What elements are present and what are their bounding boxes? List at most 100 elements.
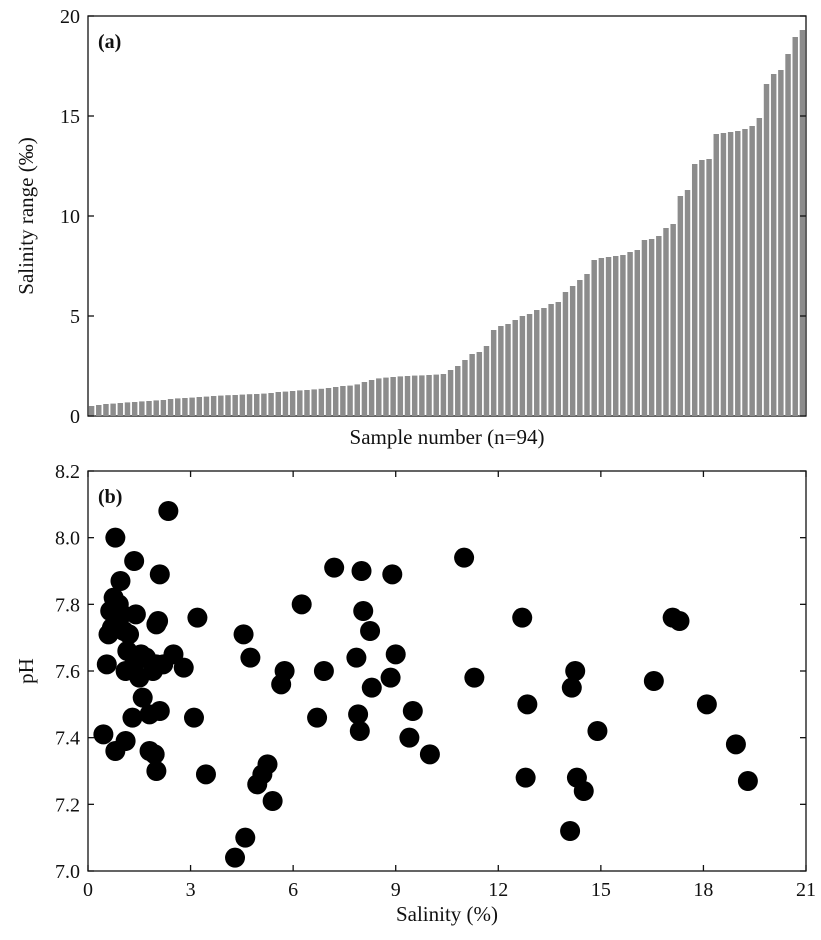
bar (792, 37, 798, 416)
data-point (112, 604, 133, 625)
bar (670, 224, 676, 416)
bar (512, 320, 518, 416)
bar (663, 228, 669, 416)
bar (218, 395, 224, 416)
x-tick-label: 0 (83, 879, 93, 901)
bar (210, 396, 217, 416)
panel-a-salinity-range-bar-chart: 0 5 10 15 20 (a) Sample number (n=94) Salini… (14, 6, 807, 449)
bar (153, 400, 159, 416)
bar (749, 126, 755, 416)
x-tick-label: 12 (488, 879, 508, 901)
data-point (361, 677, 382, 698)
data-point (561, 677, 582, 698)
bar (490, 330, 497, 416)
x-tick-label: 18 (693, 879, 713, 901)
bar (541, 308, 547, 416)
bar (239, 394, 246, 416)
y-tick-label: 20 (60, 6, 80, 28)
bar (548, 304, 554, 416)
bar (440, 374, 447, 416)
bar (634, 250, 640, 416)
bar (282, 391, 289, 416)
bar (275, 392, 281, 416)
bar (720, 133, 727, 416)
data-point (274, 661, 295, 681)
panel-a-y-axis: 0 5 10 15 20 (60, 6, 806, 428)
data-point (360, 621, 381, 641)
bar (160, 400, 167, 416)
y-tick-label: 15 (60, 106, 80, 128)
bar (778, 70, 784, 416)
bar (433, 374, 439, 416)
bar (785, 54, 791, 416)
bar (677, 196, 684, 416)
bar (498, 326, 504, 416)
data-point (385, 644, 406, 665)
bar (756, 118, 763, 416)
bar (311, 389, 317, 416)
data-point (587, 721, 608, 741)
data-point (669, 611, 690, 631)
data-point (124, 551, 145, 571)
bar (735, 131, 741, 416)
bar (569, 286, 576, 416)
data-point (324, 557, 345, 578)
panel-b-label: (b) (98, 486, 122, 508)
bar (268, 393, 274, 416)
bar (88, 406, 95, 416)
data-point (149, 564, 170, 585)
y-tick-label: 5 (70, 306, 80, 328)
bar (483, 346, 490, 416)
bar (254, 394, 260, 416)
data-point (125, 604, 146, 625)
x-tick-label: 9 (391, 879, 401, 901)
bar (469, 354, 475, 416)
bar (304, 390, 310, 416)
data-point (517, 694, 538, 715)
bar (699, 160, 705, 416)
data-point (512, 607, 533, 628)
data-point (257, 754, 278, 775)
data-point (380, 667, 401, 688)
bar (584, 274, 590, 416)
bar (727, 132, 734, 416)
bar (139, 401, 145, 416)
x-tick-label: 21 (796, 879, 816, 901)
y-tick-label: 7.0 (55, 861, 80, 883)
data-point (119, 624, 140, 645)
data-point (351, 561, 372, 581)
data-point (173, 657, 194, 678)
bar (124, 402, 131, 416)
panel-b-y-axis: 7.0 7.2 7.4 7.6 7.8 8.0 8.2 (55, 461, 806, 883)
data-point (349, 721, 370, 741)
bar (411, 375, 418, 416)
bar (332, 387, 339, 416)
bar (232, 395, 238, 416)
bar (426, 375, 432, 416)
y-tick-label: 7.4 (55, 728, 80, 750)
panel-b-x-axis-title: Salinity (%) (396, 902, 498, 926)
x-tick-label: 15 (591, 879, 611, 901)
bar (318, 388, 325, 416)
data-point (195, 764, 216, 785)
bar (691, 164, 698, 416)
bar (196, 397, 203, 416)
bar (462, 360, 468, 416)
data-point (148, 611, 169, 631)
x-tick-label: 6 (288, 879, 298, 901)
bar (605, 257, 612, 416)
data-point (144, 744, 165, 765)
data-point (382, 564, 403, 585)
y-tick-label: 7.6 (55, 661, 80, 683)
y-tick-label: 7.2 (55, 794, 80, 816)
bar (613, 256, 619, 416)
bar (706, 159, 712, 416)
y-tick-label: 7.8 (55, 594, 80, 616)
bar (110, 403, 116, 416)
bar (591, 260, 597, 416)
bar (117, 403, 124, 416)
bar (246, 394, 253, 416)
data-point (454, 547, 475, 568)
data-point (725, 734, 746, 755)
